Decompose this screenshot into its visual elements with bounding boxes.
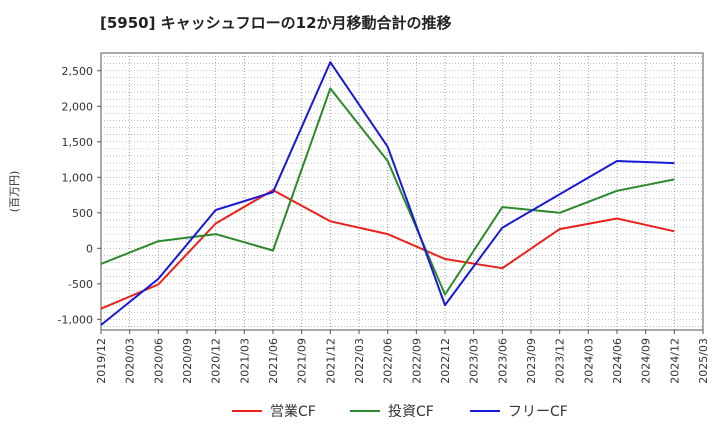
x-tick-label: 2024/12: [668, 338, 681, 384]
y-tick-label: 1,000: [62, 171, 94, 184]
x-tick-label: 2021/03: [238, 338, 251, 384]
series-line-2: [100, 87, 675, 296]
x-tick-label: 2021/06: [267, 338, 280, 384]
x-tick-label: 2020/03: [124, 338, 137, 384]
x-tick-label: 2022/09: [410, 338, 423, 384]
grid: [100, 52, 704, 331]
series-line-3: [100, 61, 675, 326]
x-tick-label: 2025/03: [697, 338, 710, 384]
x-tick-label: 2020/09: [181, 338, 194, 384]
x-tick-label: 2021/09: [296, 338, 309, 384]
x-tick-label: 2024/06: [611, 338, 624, 384]
y-tick-label: -1,000: [58, 313, 93, 326]
x-tick-label: 2021/12: [324, 338, 337, 384]
y-tick-label: -500: [68, 278, 93, 291]
y-tick-label: 2,000: [62, 100, 94, 113]
x-tick-label: 2024/03: [582, 338, 595, 384]
x-tick-label: 2023/09: [525, 338, 538, 384]
y-tick-label: 0: [86, 242, 93, 255]
series-line-1: [100, 189, 675, 310]
x-tick-label: 2022/06: [382, 338, 395, 384]
x-tick-label: 2020/12: [210, 338, 223, 384]
legend-label-2: 投資CF: [388, 404, 434, 420]
chart-title: [5950] キャッシュフローの12か月移動合計の推移: [100, 14, 452, 32]
x-tick-label: 2022/03: [353, 338, 366, 384]
x-tick-label: 2022/12: [439, 338, 452, 384]
x-tick-label: 2019/12: [95, 338, 108, 384]
x-tick-label: 2023/12: [554, 338, 567, 384]
x-tick-label: 2023/03: [468, 338, 481, 384]
legend-label-1: 営業CF: [270, 404, 316, 420]
legend: 営業CF 投資CF フリーCF: [232, 404, 568, 420]
y-tick-label: 2,500: [62, 65, 94, 78]
axes: 2,500 2,000 1,500 1,000 500 0 -500 -1,0002019/1…: [8, 65, 710, 384]
y-axis-label: (百万円): [8, 171, 21, 213]
y-tick-label: 500: [72, 207, 93, 220]
y-tick-label: 1,500: [62, 136, 94, 149]
x-tick-label: 2024/09: [640, 338, 653, 384]
series-lines: [100, 61, 675, 326]
legend-label-3: フリーCF: [508, 404, 568, 420]
x-tick-label: 2023/06: [496, 338, 509, 384]
x-tick-label: 2020/06: [152, 338, 165, 384]
